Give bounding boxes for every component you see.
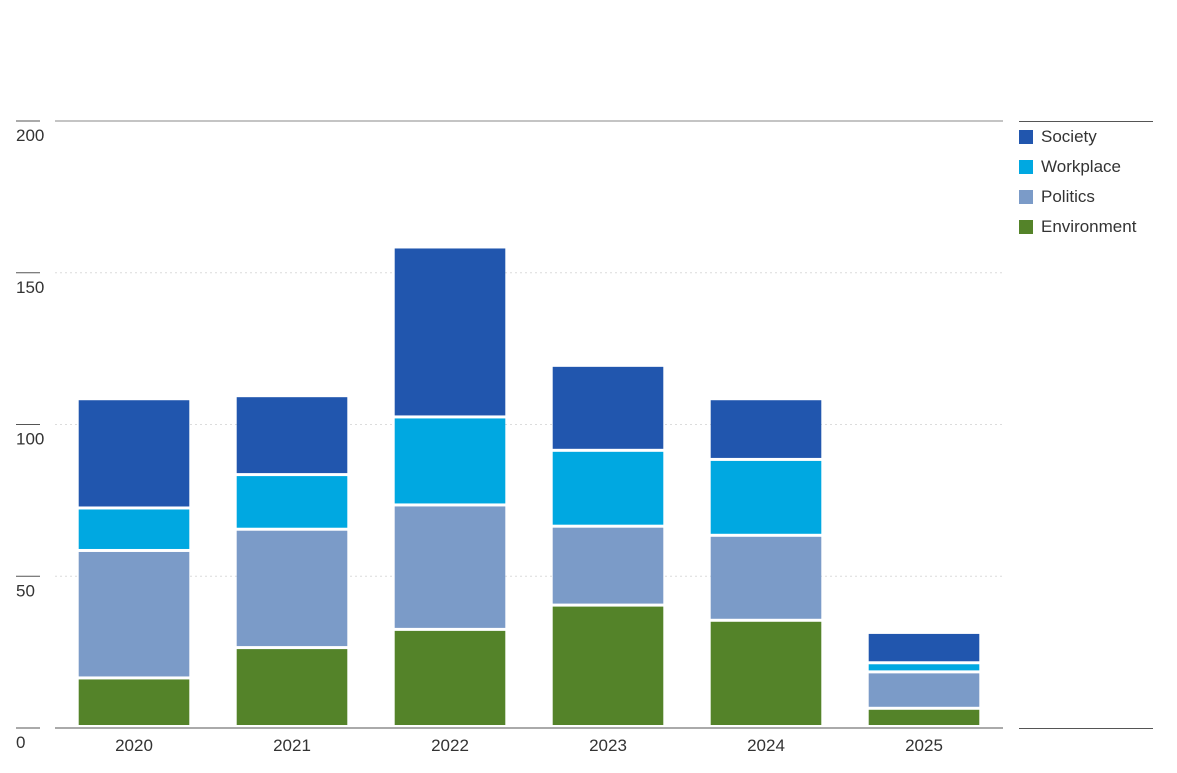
bar-segment-environment-2021 [236,649,348,725]
bar-segment-politics-2020 [78,551,190,677]
legend-swatch-politics [1019,190,1033,204]
legend-swatch-society [1019,130,1033,144]
bar-segment-society-2025 [868,633,980,662]
y-tick-label: 150 [16,278,44,297]
bar-segment-environment-2020 [78,679,190,725]
bar-segment-environment-2024 [710,621,822,725]
bar-segment-politics-2021 [236,530,348,647]
legend-label-workplace: Workplace [1041,157,1121,176]
x-tick-label: 2021 [273,736,311,755]
legend-item-environment: Environment [1019,212,1153,242]
legend-swatch-environment [1019,220,1033,234]
bar-segment-society-2023 [552,366,664,449]
x-tick-label: 2022 [431,736,469,755]
bar-segment-society-2024 [710,400,822,458]
x-tick-label: 2020 [115,736,153,755]
bar-segment-society-2022 [394,248,506,416]
bar-segment-environment-2025 [868,709,980,725]
y-tick-label: 50 [16,581,35,600]
legend-item-workplace: Workplace [1019,152,1153,182]
legend-label-society: Society [1041,127,1097,146]
grid-layer [55,120,1003,577]
bar-segment-workplace-2025 [868,664,980,671]
bar-segment-workplace-2022 [394,418,506,504]
x-tick-label: 2025 [905,736,943,755]
x-tick-label: 2024 [747,736,785,755]
bar-segment-workplace-2023 [552,451,664,525]
legend-label-politics: Politics [1041,187,1095,206]
legend-bottom-rule [1019,728,1153,729]
bar-segment-politics-2024 [710,536,822,619]
legend-label-environment: Environment [1041,217,1137,236]
bar-segment-workplace-2020 [78,509,190,549]
x-tick-label: 2023 [589,736,627,755]
bar-segment-politics-2023 [552,527,664,604]
bar-segment-politics-2022 [394,506,506,628]
legend: Society Workplace Politics Environment [1019,121,1153,242]
bar-segment-politics-2025 [868,673,980,707]
legend-item-politics: Politics [1019,182,1153,212]
y-tick-label: 100 [16,430,44,449]
y-tick-label: 0 [16,733,25,752]
bar-segment-society-2021 [236,397,348,474]
bar-segment-environment-2023 [552,606,664,725]
bar-segment-workplace-2024 [710,460,822,534]
axis-layer: 0 50 100 150 200 2020 2021 2022 2023 2024 2025 [16,120,1003,755]
bar-segment-society-2020 [78,400,190,507]
bars-layer [78,248,980,725]
bar-segment-environment-2022 [394,630,506,725]
legend-swatch-workplace [1019,160,1033,174]
legend-top-rule [1019,121,1153,122]
y-tick-label: 200 [16,126,44,145]
bar-segment-workplace-2021 [236,476,348,528]
legend-item-society: Society [1019,122,1153,152]
